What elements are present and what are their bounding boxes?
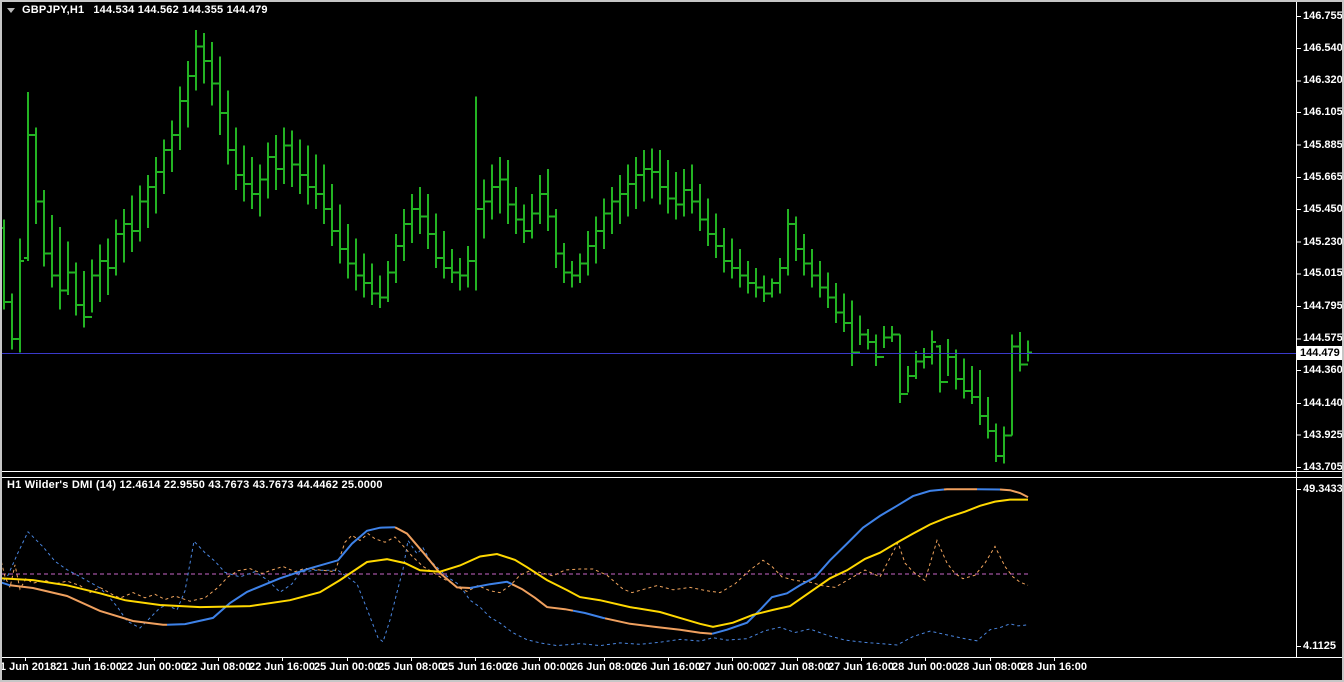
window-border-left [0,0,2,682]
indicator-header: H1 Wilder's DMI (14) 12.4614 22.9550 43.… [7,479,383,491]
header-ohlc-values: 144.534 144.562 144.355 144.479 [93,4,268,16]
dmi-indicator-lines [2,488,1029,647]
main-panel-bottom-separator[interactable] [2,471,1342,472]
ohlc-bars [2,30,1032,464]
symbol-dropdown-icon[interactable] [7,8,15,13]
window-border-top [0,0,1344,2]
chart-header: GBPJPY,H1 144.534 144.562 144.355 144.479 [7,4,268,16]
window-border-right [1342,0,1344,682]
symbol-period-label: GBPJPY,H1 [22,4,85,16]
current-price-badge: 144.479 [1297,346,1344,360]
window-border-bottom [0,680,1344,682]
price-axis-separator [1296,2,1297,657]
time-axis-separator [2,657,1342,658]
indicator-panel-top-separator[interactable] [2,477,1342,478]
axis-lines [25,16,1301,661]
